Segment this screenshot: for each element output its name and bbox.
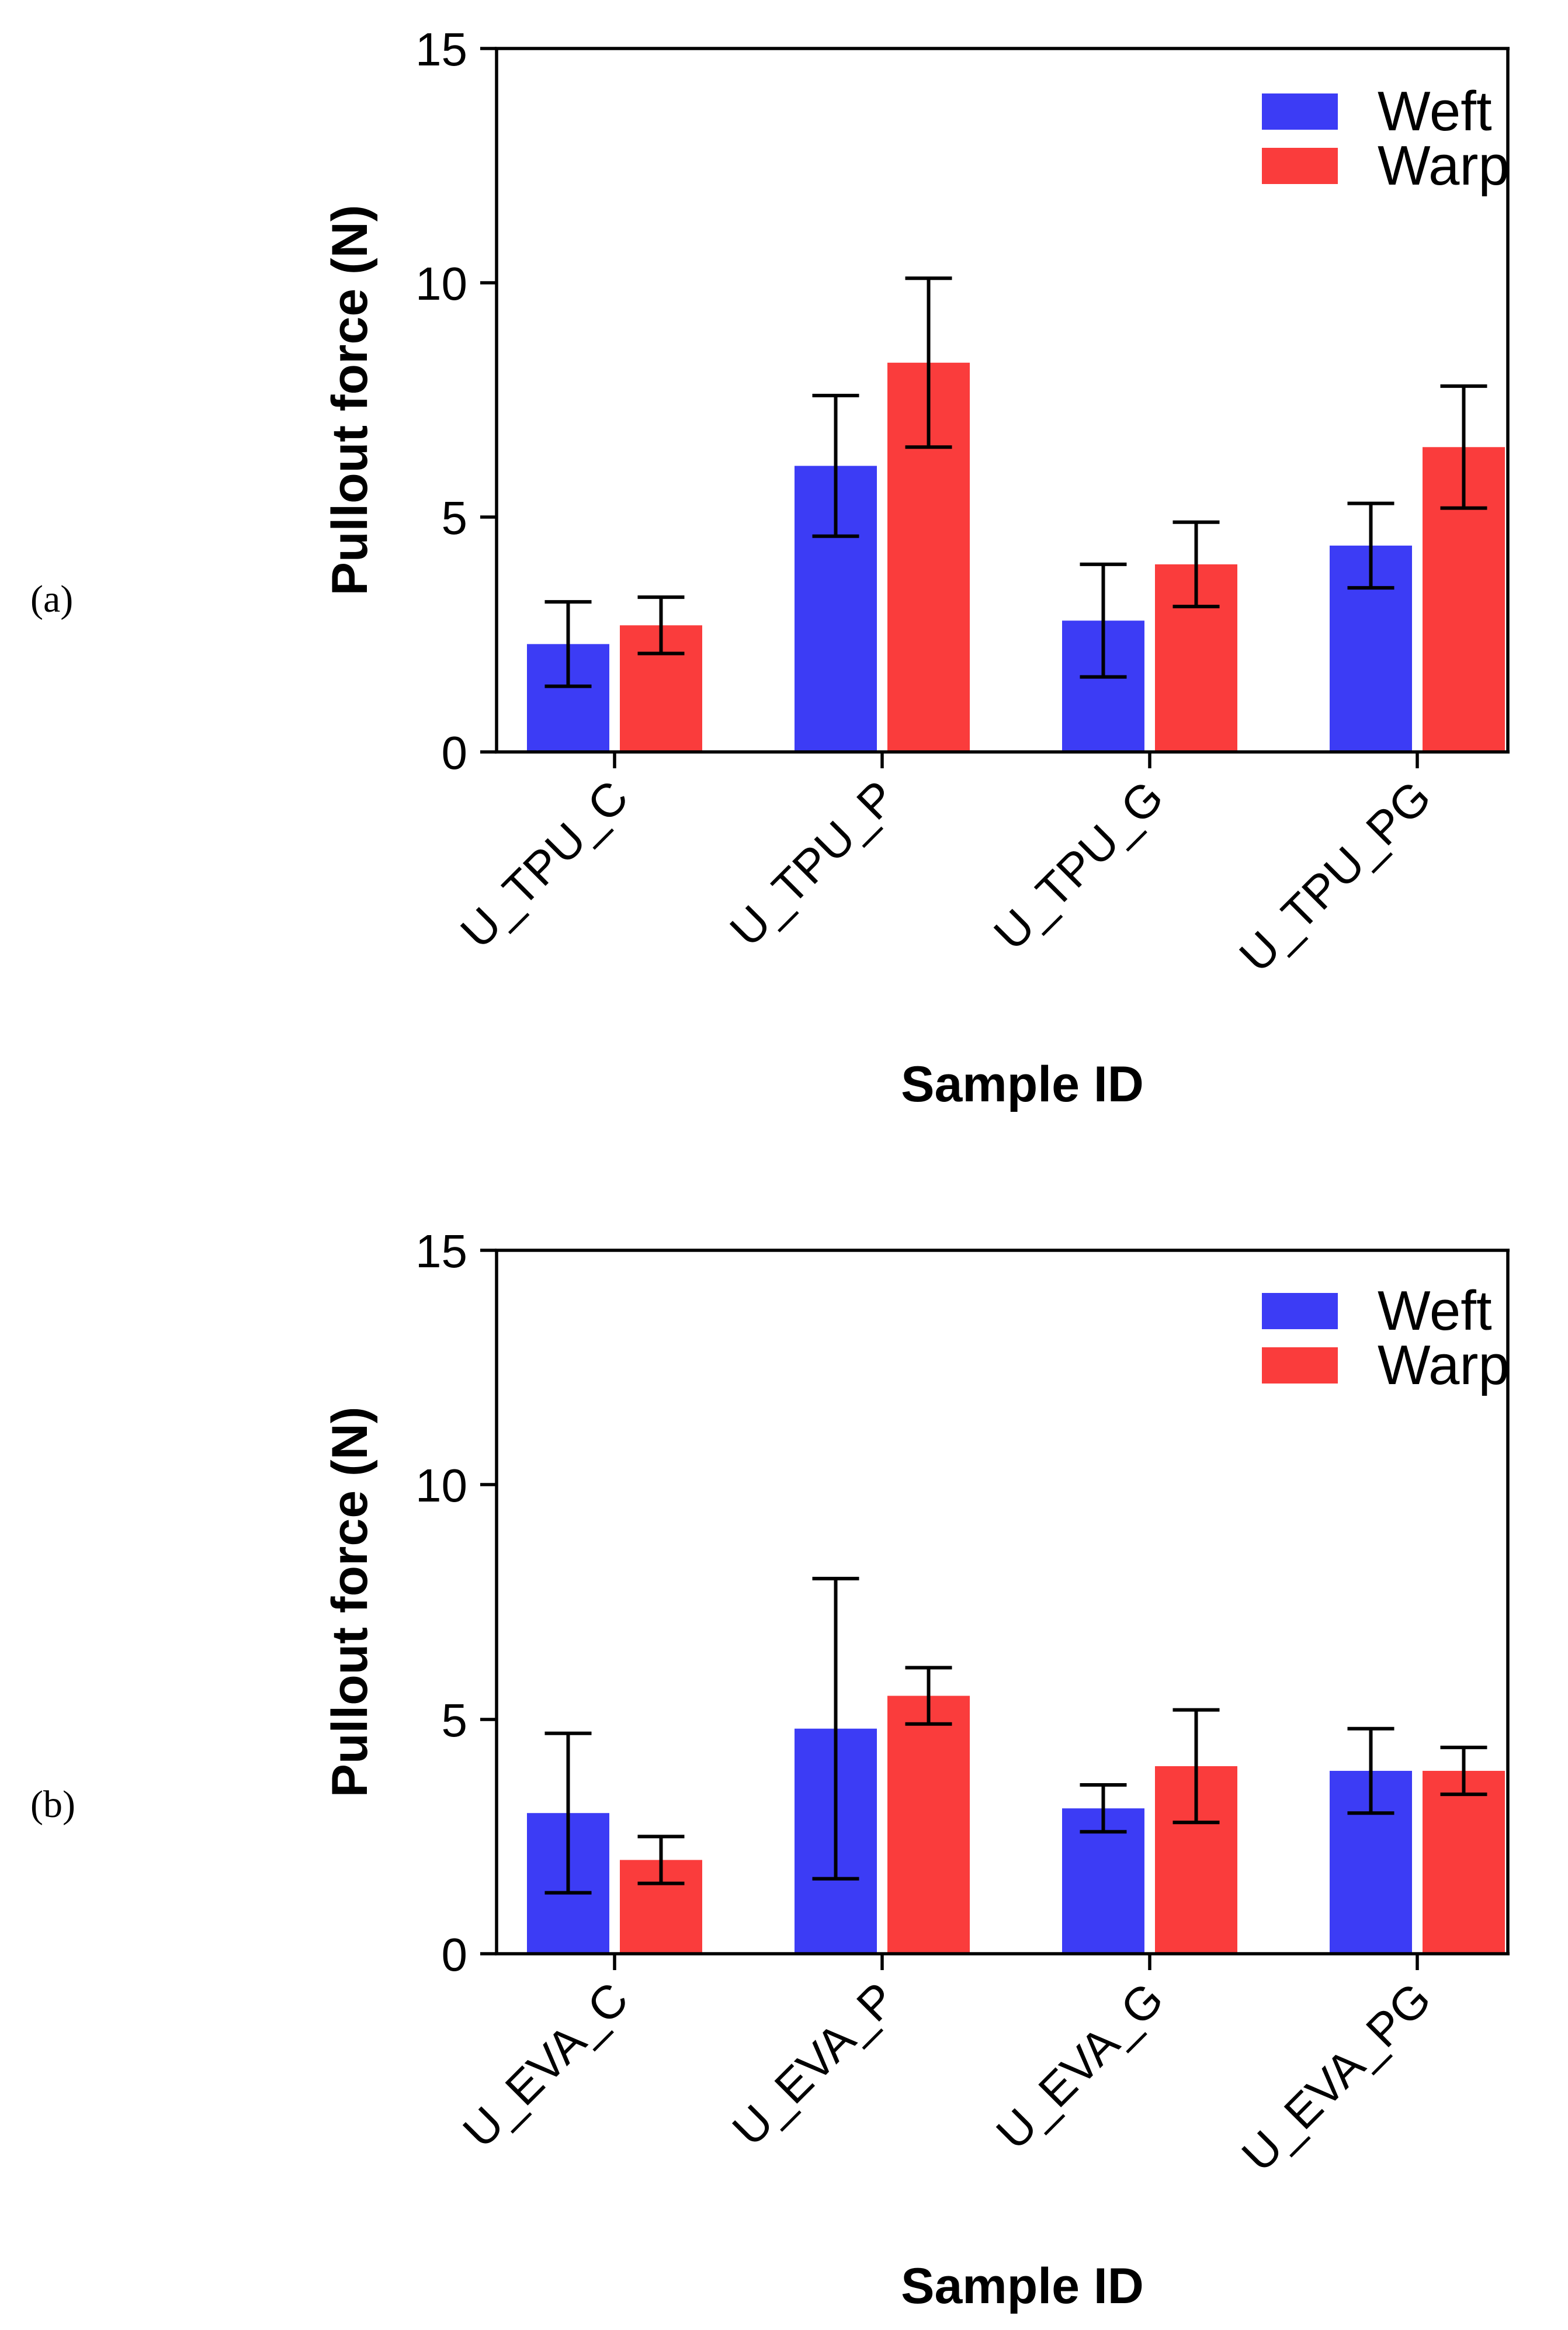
legend-label-a-warp: Warp bbox=[1378, 134, 1510, 197]
xtick-label-b-0: U_EVA_C bbox=[453, 1972, 638, 2158]
errorbar-b-0-warp bbox=[637, 1835, 685, 1885]
ytick-label-a-10: 10 bbox=[415, 258, 467, 310]
bar-b-3-warp bbox=[1423, 1770, 1505, 1954]
panel-a: (a) bbox=[30, 23, 1510, 1112]
legend-a: Weft Warp bbox=[1262, 80, 1510, 197]
errorbar-a-0-weft bbox=[544, 600, 592, 688]
legend-label-b-warp: Warp bbox=[1378, 1334, 1510, 1396]
legend-swatch-a-warp bbox=[1262, 148, 1338, 184]
errorbar-b-3-warp bbox=[1440, 1745, 1487, 1797]
panel-b-bars bbox=[527, 1696, 1505, 1954]
legend-swatch-b-warp bbox=[1262, 1347, 1338, 1384]
xlabel-a: Sample ID bbox=[901, 1056, 1144, 1112]
errorbar-a-3-warp bbox=[1440, 384, 1487, 510]
legend-label-b-weft: Weft bbox=[1378, 1280, 1492, 1342]
panel-a-label: (a) bbox=[30, 578, 73, 620]
panel-b: (b) bbox=[30, 1225, 1510, 2314]
ytick-label-a-5: 5 bbox=[442, 492, 468, 544]
ytick-label-a-0: 0 bbox=[442, 727, 468, 779]
errorbar-a-2-weft bbox=[1080, 562, 1127, 679]
xtick-label-a-3: U_TPU_PG bbox=[1229, 771, 1441, 982]
ylabel-b: Pullout force (N) bbox=[322, 1407, 378, 1798]
bar-b-1-warp bbox=[887, 1696, 970, 1954]
ytick-label-a-15: 15 bbox=[415, 23, 467, 75]
ytick-label-b-10: 10 bbox=[415, 1459, 467, 1511]
legend-swatch-a-weft bbox=[1262, 93, 1338, 130]
ylabel-a: Pullout force (N) bbox=[322, 205, 378, 596]
xtick-label-a-0: U_TPU_C bbox=[450, 771, 638, 958]
errorbar-b-2-weft bbox=[1080, 1783, 1127, 1834]
errorbar-a-0-warp bbox=[637, 595, 685, 656]
errorbar-b-1-warp bbox=[905, 1666, 952, 1726]
legend-swatch-b-weft bbox=[1262, 1293, 1338, 1329]
xtick-label-b-3: U_EVA_PG bbox=[1232, 1972, 1441, 2181]
xtick-label-a-2: U_TPU_G bbox=[984, 771, 1173, 960]
errorbar-b-1-weft bbox=[812, 1576, 859, 1881]
xtick-label-a-1: U_TPU_P bbox=[720, 771, 906, 956]
errorbar-b-3-weft bbox=[1347, 1726, 1394, 1815]
errorbar-a-3-weft bbox=[1347, 501, 1394, 590]
xlabel-b: Sample ID bbox=[901, 2258, 1144, 2314]
panel-a-bars bbox=[527, 362, 1505, 752]
xtick-label-b-1: U_EVA_P bbox=[723, 1972, 906, 2155]
ytick-label-b-5: 5 bbox=[442, 1694, 468, 1746]
ytick-label-b-0: 0 bbox=[442, 1929, 468, 1981]
errorbar-a-1-warp bbox=[905, 276, 952, 449]
xtick-label-b-2: U_EVA_G bbox=[986, 1972, 1173, 2159]
errorbar-a-2-warp bbox=[1172, 520, 1220, 609]
legend-label-a-weft: Weft bbox=[1378, 80, 1492, 143]
errorbar-b-0-weft bbox=[544, 1731, 592, 1895]
panel-a-error-bars bbox=[544, 276, 1487, 688]
ytick-label-b-15: 15 bbox=[415, 1225, 467, 1277]
errorbar-b-2-warp bbox=[1172, 1708, 1220, 1825]
legend-b: Weft Warp bbox=[1262, 1280, 1510, 1396]
errorbar-a-1-weft bbox=[812, 393, 859, 538]
panel-b-error-bars bbox=[544, 1576, 1487, 1895]
panel-b-label: (b) bbox=[30, 1783, 75, 1826]
